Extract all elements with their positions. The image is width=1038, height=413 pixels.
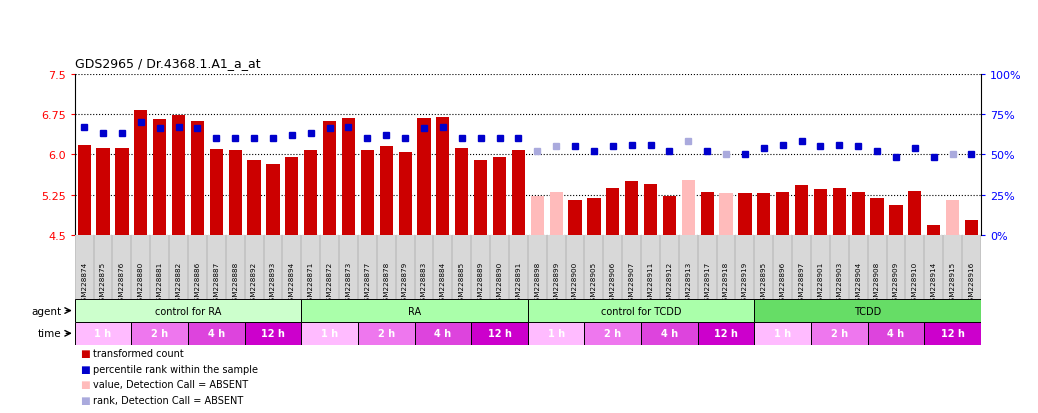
Text: 12 h: 12 h — [488, 328, 512, 339]
Bar — [436, 117, 449, 235]
Bar — [868, 322, 924, 345]
Bar — [549, 192, 563, 235]
Bar — [527, 299, 755, 322]
Bar — [811, 322, 868, 345]
Bar — [738, 194, 752, 235]
Bar — [682, 180, 694, 235]
Text: 4 h: 4 h — [434, 328, 452, 339]
Text: ■: ■ — [80, 348, 89, 358]
Text: 1 h: 1 h — [321, 328, 338, 339]
Bar — [927, 226, 940, 235]
Bar — [75, 322, 132, 345]
Bar — [380, 147, 392, 235]
Bar — [115, 148, 129, 235]
Text: 4 h: 4 h — [887, 328, 904, 339]
Bar — [755, 322, 811, 345]
Bar — [97, 148, 110, 235]
Bar — [530, 197, 544, 235]
Bar — [757, 194, 770, 235]
Bar — [890, 206, 903, 235]
Text: 1 h: 1 h — [94, 328, 112, 339]
Bar — [512, 151, 525, 235]
Bar — [644, 184, 657, 235]
Text: value, Detection Call = ABSENT: value, Detection Call = ABSENT — [93, 380, 248, 389]
Bar — [455, 148, 468, 235]
Bar — [267, 164, 279, 235]
Bar — [474, 160, 487, 235]
Bar — [851, 192, 865, 235]
Bar — [342, 119, 355, 235]
Bar — [776, 192, 789, 235]
Text: control for TCDD: control for TCDD — [601, 306, 681, 316]
Text: ■: ■ — [80, 380, 89, 389]
Bar — [832, 188, 846, 235]
Bar — [924, 322, 981, 345]
Bar — [795, 186, 809, 235]
Bar — [285, 157, 299, 235]
Bar — [584, 322, 641, 345]
Bar — [663, 197, 676, 235]
Bar — [75, 299, 301, 322]
Text: rank, Detection Call = ABSENT: rank, Detection Call = ABSENT — [93, 395, 244, 405]
Bar — [301, 322, 358, 345]
Bar — [304, 151, 318, 235]
Bar — [132, 322, 188, 345]
Bar — [698, 322, 755, 345]
Bar — [701, 192, 714, 235]
Text: 12 h: 12 h — [940, 328, 964, 339]
Text: transformed count: transformed count — [93, 348, 184, 358]
Text: 1 h: 1 h — [548, 328, 565, 339]
Bar — [245, 322, 301, 345]
Text: RA: RA — [408, 306, 421, 316]
Bar — [606, 188, 620, 235]
Text: ■: ■ — [80, 395, 89, 405]
Bar — [719, 194, 733, 235]
Bar — [361, 151, 374, 235]
Bar — [78, 145, 90, 235]
Bar — [569, 200, 581, 235]
Text: 12 h: 12 h — [261, 328, 284, 339]
Bar — [965, 221, 978, 235]
Bar — [814, 190, 827, 235]
Bar — [210, 150, 223, 235]
Bar — [358, 322, 414, 345]
Text: time: time — [38, 328, 61, 339]
Bar — [493, 157, 507, 235]
Text: 4 h: 4 h — [208, 328, 225, 339]
Bar — [414, 322, 471, 345]
Text: 1 h: 1 h — [774, 328, 791, 339]
Bar — [399, 152, 412, 235]
Text: 2 h: 2 h — [830, 328, 848, 339]
Bar — [471, 322, 528, 345]
Text: 2 h: 2 h — [378, 328, 394, 339]
Bar — [153, 120, 166, 235]
Text: agent: agent — [31, 306, 61, 316]
Bar — [134, 111, 147, 235]
Bar — [191, 121, 204, 235]
Bar — [946, 200, 959, 235]
Bar — [172, 116, 185, 235]
Bar — [588, 199, 601, 235]
Bar — [417, 119, 431, 235]
Bar — [908, 191, 922, 235]
Bar — [871, 199, 883, 235]
Bar — [301, 299, 527, 322]
Bar — [323, 121, 336, 235]
Text: TCDD: TCDD — [854, 306, 881, 316]
Bar — [228, 151, 242, 235]
Text: ■: ■ — [80, 364, 89, 374]
Bar — [527, 322, 584, 345]
Bar — [625, 182, 638, 235]
Bar — [247, 160, 261, 235]
Text: GDS2965 / Dr.4368.1.A1_a_at: GDS2965 / Dr.4368.1.A1_a_at — [75, 57, 261, 70]
Bar — [641, 322, 698, 345]
Text: 12 h: 12 h — [714, 328, 738, 339]
Text: 2 h: 2 h — [152, 328, 168, 339]
Bar — [188, 322, 245, 345]
Bar — [755, 299, 981, 322]
Text: percentile rank within the sample: percentile rank within the sample — [93, 364, 258, 374]
Text: 4 h: 4 h — [661, 328, 678, 339]
Text: 2 h: 2 h — [604, 328, 622, 339]
Text: control for RA: control for RA — [155, 306, 221, 316]
